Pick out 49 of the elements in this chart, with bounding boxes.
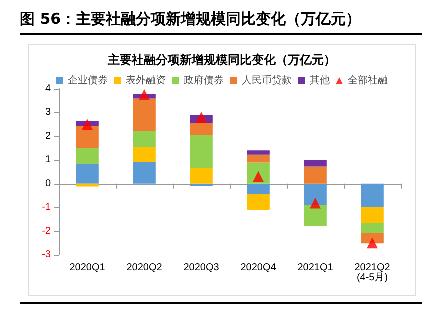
bar: [76, 164, 99, 184]
bar: [133, 162, 156, 184]
x-tick-label: 2021Q2 (4-5月): [354, 262, 391, 284]
y-tick-label: 1: [45, 154, 52, 166]
chart-title: 图 56：主要社融分项新增规模同比变化（万亿元）: [20, 10, 422, 35]
bar: [247, 154, 270, 163]
point: [139, 89, 150, 100]
bar: [133, 130, 156, 148]
point: [310, 198, 321, 209]
bar: [190, 168, 213, 184]
chart-subtitle: 主要社融分项新增规模同比变化（万亿元）: [107, 53, 336, 67]
bar: [304, 184, 327, 205]
bar: [190, 123, 213, 136]
bar: [133, 147, 156, 162]
legend-label: 全部社融: [348, 74, 388, 86]
x-tick-label: 2021Q1: [298, 262, 334, 274]
point: [367, 238, 378, 249]
bar: [247, 150, 270, 155]
bar: [247, 194, 270, 210]
bar: [361, 184, 384, 208]
legend-label: 人民币贷款: [242, 74, 292, 86]
x-tick-label: 2020Q2: [126, 262, 163, 274]
bar: [361, 233, 384, 244]
legend-label: 表外融资: [126, 74, 166, 86]
x-tick-label: 2020Q3: [184, 262, 220, 274]
y-tick-label: 0: [45, 178, 52, 190]
bar: [304, 204, 327, 227]
y-tick-label: -1: [42, 202, 52, 214]
y-tick-label: -2: [42, 226, 52, 237]
bar: [76, 148, 99, 164]
point: [82, 119, 93, 130]
y-tick-label: 3: [45, 107, 52, 118]
bar: [133, 98, 156, 131]
legend-label: 其他: [310, 74, 330, 86]
x-tick-label: 2020Q1: [70, 262, 106, 274]
legend-label: 企业债券: [68, 74, 108, 86]
legend-label: 政府债券: [184, 74, 224, 86]
bar: [76, 126, 99, 148]
bar: [304, 166, 327, 184]
x-tick-label: 2020Q4: [240, 262, 277, 274]
bar: [361, 222, 384, 234]
bar: [247, 184, 270, 194]
bar: [190, 135, 213, 168]
bar: [361, 207, 384, 223]
y-tick-label: 2: [45, 130, 52, 142]
y-tick-label: 4: [45, 84, 52, 94]
bar: [304, 160, 327, 167]
y-tick-label: -3: [42, 250, 52, 260]
point: [196, 112, 207, 123]
